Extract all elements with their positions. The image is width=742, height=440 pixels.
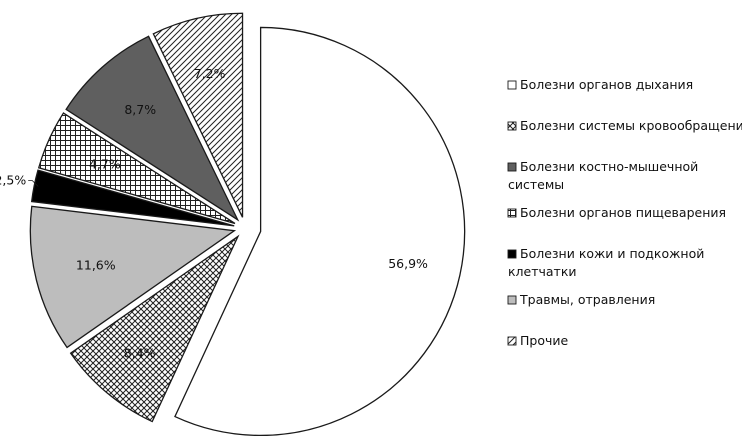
- data-label-other: 7,2%: [194, 66, 226, 81]
- data-label-respiratory: 56,9%: [388, 256, 428, 271]
- pie-value-labels: 56,9% 8,4% 11,6% 2,5% 4,7% 8,7% 7,2%: [0, 66, 428, 361]
- legend-item-musculoskeletal: Болезни костно-мышечной системы: [507, 159, 698, 192]
- data-label-skin: 2,5%: [0, 173, 26, 188]
- legend-swatch-circulatory: [507, 121, 517, 131]
- legend-label-musculoskeletal-line-1: Болезни костно-мышечной: [520, 159, 698, 174]
- legend-swatch-respiratory: [507, 80, 517, 90]
- pie-slice-respiratory: [174, 26, 466, 437]
- legend-label-other: Прочие: [520, 333, 568, 348]
- data-label-injuries: 11,6%: [76, 257, 116, 272]
- legend-label-digestive: Болезни органов пищеварения: [520, 205, 726, 220]
- pie-slice-other: [152, 12, 244, 218]
- pie-slice-circulatory: [69, 234, 240, 423]
- legend-swatch-digestive: [507, 208, 517, 218]
- legend-item-injuries: Травмы, отравления: [507, 292, 655, 307]
- legend-swatch-other: [507, 336, 517, 346]
- legend-label-injuries: Травмы, отравления: [519, 292, 655, 307]
- legend-item-skin: Болезни кожи и подкожной клетчатки: [507, 246, 704, 279]
- legend-label-respiratory: Болезни органов дыхания: [520, 77, 693, 92]
- legend-label-circulatory: Болезни системы кровообращения: [520, 118, 742, 133]
- pie-slice-digestive: [37, 112, 236, 225]
- legend-swatch-musculoskeletal: [507, 162, 517, 172]
- legend-item-digestive: Болезни органов пищеварения: [507, 205, 726, 220]
- data-label-circulatory: 8,4%: [124, 346, 156, 361]
- pie-slice-musculoskeletal: [65, 35, 240, 222]
- pie-slice-injuries: [29, 205, 237, 349]
- legend-item-respiratory: Болезни органов дыхания: [507, 77, 693, 92]
- legend: Болезни органов дыхания Болезни системы к…: [507, 77, 742, 348]
- legend-label-musculoskeletal-line-2: системы: [508, 177, 564, 192]
- legend-item-other: Прочие: [507, 333, 568, 348]
- data-label-musculoskeletal: 8,7%: [124, 102, 156, 117]
- leader-line-skin: [28, 180, 39, 187]
- legend-item-circulatory: Болезни системы кровообращения: [507, 118, 742, 133]
- data-label-digestive: 4,7%: [89, 157, 121, 172]
- pie-slices: [29, 12, 466, 437]
- pie-slice-skin: [30, 169, 235, 227]
- legend-swatch-injuries: [507, 295, 517, 305]
- legend-swatch-skin: [507, 249, 517, 259]
- legend-label-skin-line-1: Болезни кожи и подкожной: [520, 246, 704, 261]
- legend-label-skin-line-2: клетчатки: [508, 264, 577, 279]
